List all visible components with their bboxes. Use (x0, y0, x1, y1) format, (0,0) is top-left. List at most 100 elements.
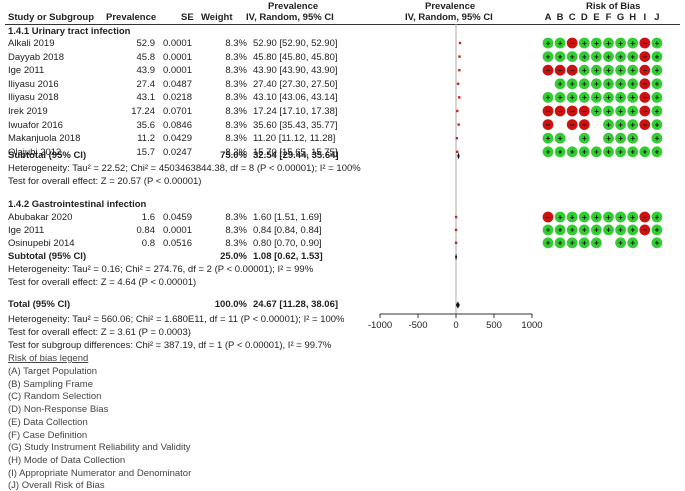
row-weight: 8.3% (225, 38, 247, 49)
rob-circle-high (578, 105, 590, 117)
rob-letter: F (605, 12, 612, 23)
rob-letter: B (556, 12, 564, 23)
group-1-subtotal-ci: 32.54 [29.44, 35.64] (253, 150, 339, 161)
rob-symbol: + (618, 148, 623, 157)
rob-symbol: − (642, 52, 647, 61)
rob-symbol: + (546, 39, 551, 48)
rob-symbol: − (570, 66, 575, 75)
rob-circle-high (566, 37, 578, 49)
study-point (457, 123, 460, 126)
row-weight: 8.3% (225, 78, 247, 90)
rob-circle-low (615, 78, 626, 90)
rob-circle-low (554, 92, 566, 103)
rob-symbol: + (630, 213, 635, 222)
rob-symbol: + (630, 39, 635, 48)
rob-circle-low (603, 92, 614, 103)
rob-circle-low (603, 105, 614, 117)
rob-symbol: + (606, 80, 611, 89)
rob-circle-low (627, 211, 639, 223)
legend-item: (E) Data Collection (8, 416, 88, 428)
row-prevalence: 17.24 (131, 106, 155, 117)
group-2-overall-test: Test for overall effect: Z = 4.64 (P < 0… (8, 277, 197, 288)
rob-letter: A (544, 12, 552, 23)
rob-circle-low (591, 146, 602, 158)
rob-symbol: − (642, 80, 647, 89)
row-weight: 8.3% (225, 65, 247, 77)
rob-circle-low (651, 37, 663, 49)
row-se: 0.0846 (162, 119, 192, 131)
row-se: 0.0429 (162, 133, 192, 145)
rob-circle-low (542, 37, 554, 49)
rob-symbol: − (642, 66, 647, 75)
rob-symbol: + (582, 134, 587, 143)
row-study: Alkali 2019 (8, 38, 55, 49)
study-point (454, 228, 458, 232)
rob-symbol: + (558, 134, 563, 143)
rob-symbol: + (546, 134, 551, 143)
row-se: 0.0001 (162, 65, 192, 77)
rob-symbol: − (582, 120, 587, 129)
rob-circle-low (591, 37, 602, 49)
rob-symbol: + (594, 93, 599, 102)
legend-item: (G) Study Instrument Reliability and Val… (8, 442, 191, 454)
header-study: Study or Subgroup (8, 12, 95, 23)
rob-circle-low (627, 105, 639, 117)
rob-circle-high (639, 92, 651, 103)
rob-circle-low (554, 78, 566, 90)
rob-symbol: + (655, 93, 660, 102)
rob-symbol: + (618, 39, 623, 48)
row-weight: 8.3% (225, 119, 247, 131)
rob-symbol: + (618, 120, 623, 129)
row-study: Olajubi 2012 (8, 146, 62, 158)
subtotal-diamond (457, 152, 460, 160)
rob-circle-low (651, 64, 663, 76)
total-ci: 24.67 [11.28, 38.06] (253, 299, 339, 310)
rob-symbol: + (606, 93, 611, 102)
row-prevalence: 27.4 (136, 78, 156, 90)
rob-symbol: + (630, 52, 635, 61)
row-ci: 17.24 [17.10, 17.38] (253, 106, 338, 117)
study-point (454, 241, 458, 244)
rob-symbol: + (606, 213, 611, 222)
rob-circle-low (554, 146, 566, 158)
rob-symbol: + (558, 93, 563, 102)
group-1-subtotal-weight: 75.0% (220, 150, 247, 161)
rob-symbol: + (618, 107, 623, 116)
rob-symbol: + (618, 66, 623, 75)
legend-item: (J) Overall Risk of Bias (8, 480, 105, 491)
rob-circle-low (627, 237, 639, 249)
rob-circle-low (603, 64, 614, 76)
rob-symbol: + (570, 226, 575, 235)
row-study: Iwuafor 2016 (8, 119, 63, 131)
rob-circle-low (578, 92, 590, 103)
rob-circle-high (639, 51, 651, 62)
x-tick-label: 500 (486, 320, 502, 331)
study-point (456, 82, 460, 85)
rob-circle-low (554, 224, 566, 236)
legend-item: (I) Appropriate Numerator and Denominato… (8, 467, 192, 479)
rob-symbol: + (655, 148, 660, 157)
row-ci: 52.90 [52.90, 52.90] (253, 38, 338, 49)
rob-circle-high (554, 105, 566, 117)
group-2-subtotal-ci: 1.08 [0.62, 1.53] (253, 251, 323, 262)
rob-symbol: + (558, 213, 563, 222)
study-point (458, 55, 461, 58)
rob-circle-low (603, 51, 614, 62)
row-weight: 8.3% (225, 51, 247, 63)
rob-symbol: − (558, 107, 563, 116)
rob-symbol: + (546, 52, 551, 61)
rob-circle-low (542, 51, 554, 62)
row-ci: 11.20 [11.12, 11.28] (253, 133, 336, 145)
rob-symbol: + (594, 52, 599, 61)
rob-symbol: + (582, 226, 587, 235)
rob-symbol: + (630, 80, 635, 89)
rob-circle-low (603, 224, 614, 236)
rob-circle-high (639, 211, 651, 223)
rob-letter: G (616, 12, 625, 23)
row-prevalence: 11.2 (137, 133, 155, 145)
rob-circle-low (627, 119, 639, 130)
rob-circle-high (639, 37, 651, 49)
rob-symbol: + (582, 148, 587, 157)
rob-symbol: + (546, 93, 551, 102)
x-tick-label: 0 (453, 320, 458, 331)
